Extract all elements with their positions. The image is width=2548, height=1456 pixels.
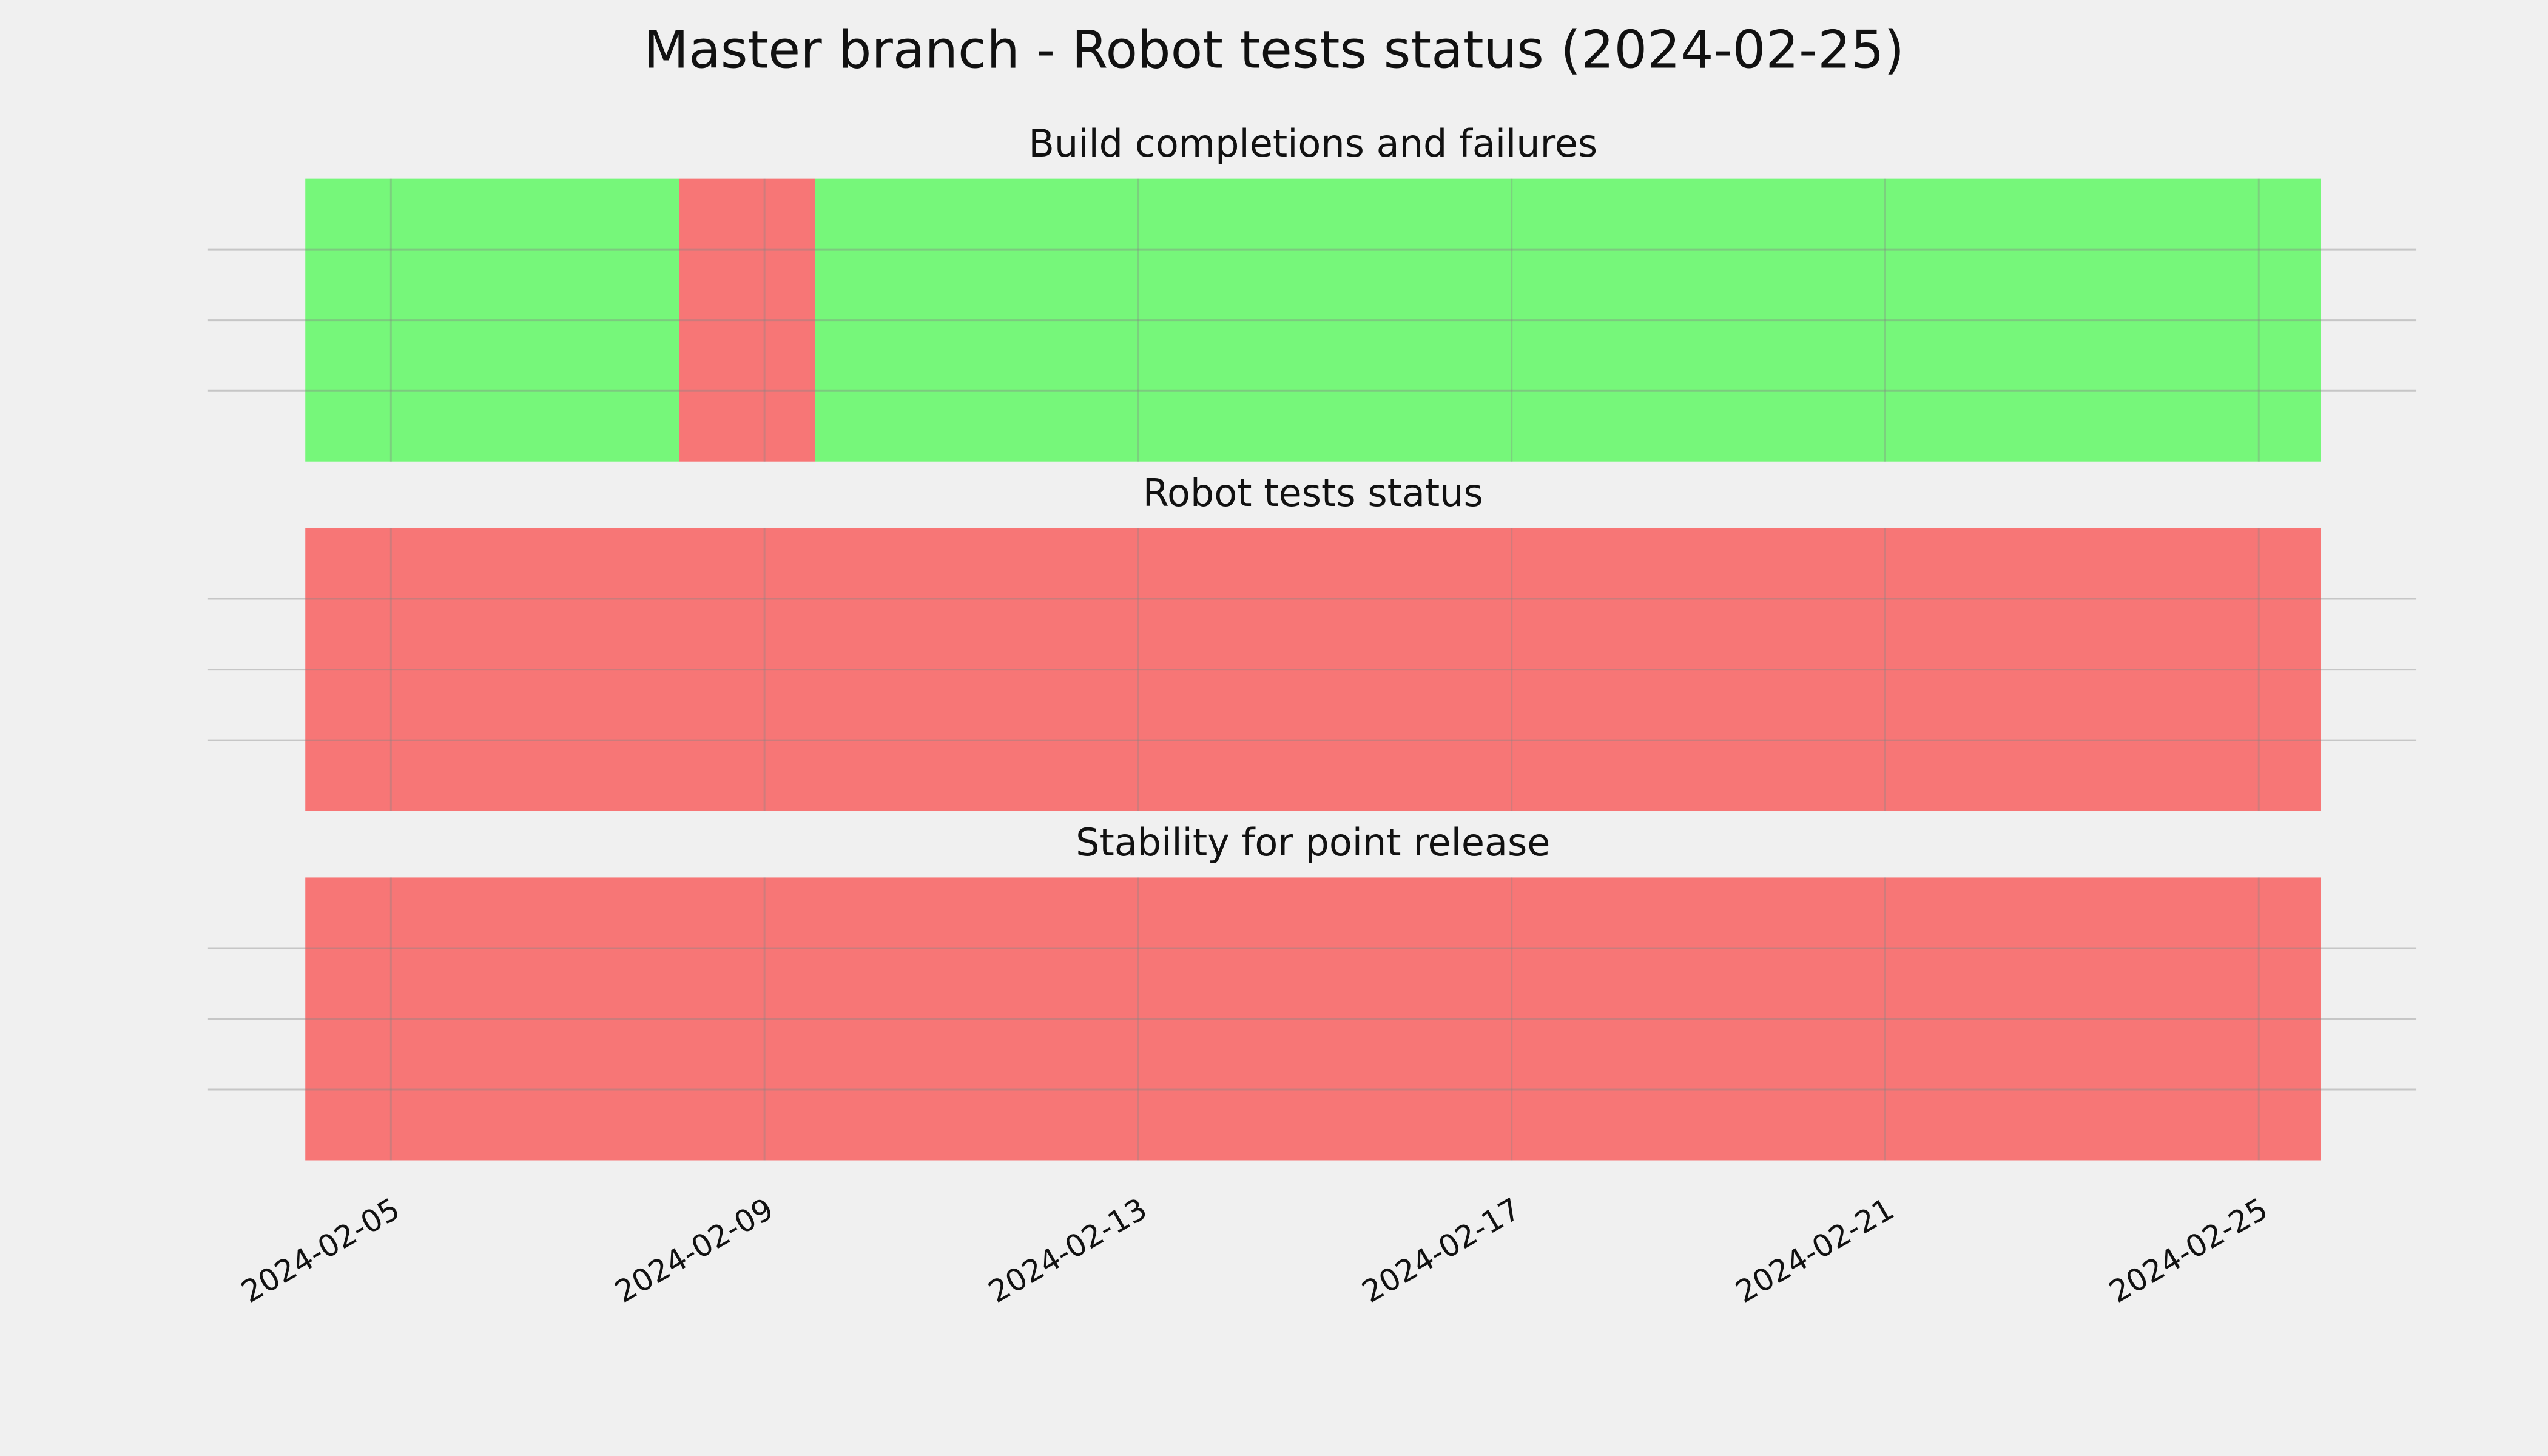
- status-span: [815, 178, 2321, 462]
- status-span: [305, 877, 2321, 1161]
- status-span: [305, 528, 2321, 811]
- status-span: [305, 178, 679, 462]
- figure-title: Master branch - Robot tests status (2024…: [644, 19, 1904, 80]
- panel-title: Robot tests status: [1143, 471, 1483, 515]
- panel-title: Stability for point release: [1076, 820, 1550, 864]
- panel-title: Build completions and failures: [1028, 121, 1597, 166]
- status-span: [679, 178, 815, 462]
